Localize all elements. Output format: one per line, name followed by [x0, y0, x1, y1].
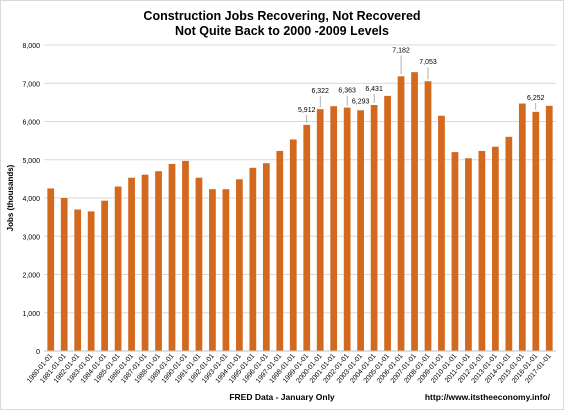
bar: [303, 124, 311, 351]
data-label: 6,293: [352, 98, 370, 105]
bar: [289, 139, 297, 351]
bar: [316, 109, 324, 351]
bar: [370, 105, 378, 351]
chart-title-line1: Construction Jobs Recovering, Not Recove…: [143, 9, 421, 23]
x-axis-ticks: 1980-01-011981-01-011982-01-011983-01-01…: [26, 353, 553, 385]
bar: [168, 163, 176, 351]
y-tick-label: 5,000: [22, 158, 40, 165]
bar: [74, 209, 82, 351]
bar: [249, 167, 257, 351]
bar: [438, 115, 445, 351]
y-tick-label: 2,000: [22, 273, 40, 280]
bar: [424, 81, 432, 351]
bar: [128, 177, 135, 351]
data-label: 6,322: [311, 88, 329, 95]
bar: [182, 160, 189, 351]
data-label: 6,252: [527, 95, 545, 102]
bar: [411, 72, 418, 351]
bar: [222, 189, 230, 351]
data-label: 6,431: [365, 86, 383, 93]
data-labels: 5,912 6,322 6,363 6,293 6,431 7,182 7,053 6,252: [298, 47, 545, 123]
data-label: 7,182: [392, 47, 410, 54]
bar: [209, 189, 216, 351]
chart-title-line2: Not Quite Back to 2000 -2009 Levels: [175, 24, 389, 38]
bar: [60, 198, 68, 351]
bar: [141, 174, 149, 351]
bar: [518, 103, 526, 352]
y-tick-label: 0: [36, 349, 40, 356]
bar: [397, 76, 405, 351]
bar: [451, 152, 459, 351]
bar: [114, 186, 122, 351]
data-label: 5,912: [298, 107, 316, 114]
bar: [155, 171, 162, 351]
bar: [101, 200, 108, 351]
data-label: 7,053: [419, 59, 437, 66]
bar: [478, 150, 486, 351]
y-tick-label: 3,000: [22, 234, 40, 241]
y-axis-ticks: 0 1,000 2,000 3,000 4,000 5,000 6,000 7,000 8,00…: [22, 43, 40, 356]
bar: [343, 107, 351, 351]
bar: [276, 150, 284, 351]
bar: [532, 111, 540, 352]
bar: [465, 158, 472, 351]
y-tick-label: 8,000: [22, 43, 40, 50]
bar: [236, 179, 243, 351]
bar: [330, 106, 338, 351]
bar: [195, 177, 203, 351]
y-tick-label: 7,000: [22, 81, 40, 88]
bar: [545, 105, 553, 351]
bar: [47, 188, 55, 351]
bar: [492, 146, 499, 351]
y-tick-label: 1,000: [22, 311, 40, 318]
bar-series: [47, 72, 553, 352]
bar: [384, 95, 391, 351]
y-axis-label: Jobs (thousands): [6, 164, 15, 231]
bar: [87, 211, 95, 351]
data-label: 6,363: [338, 88, 356, 95]
source-note: FRED Data - January Only: [229, 392, 335, 402]
y-tick-label: 4,000: [22, 196, 40, 203]
y-tick-label: 6,000: [22, 120, 40, 127]
website-url[interactable]: http://www.itstheeconomy.info/: [424, 392, 550, 402]
bar: [262, 163, 270, 351]
bar: [357, 110, 364, 351]
bar: [505, 136, 513, 351]
